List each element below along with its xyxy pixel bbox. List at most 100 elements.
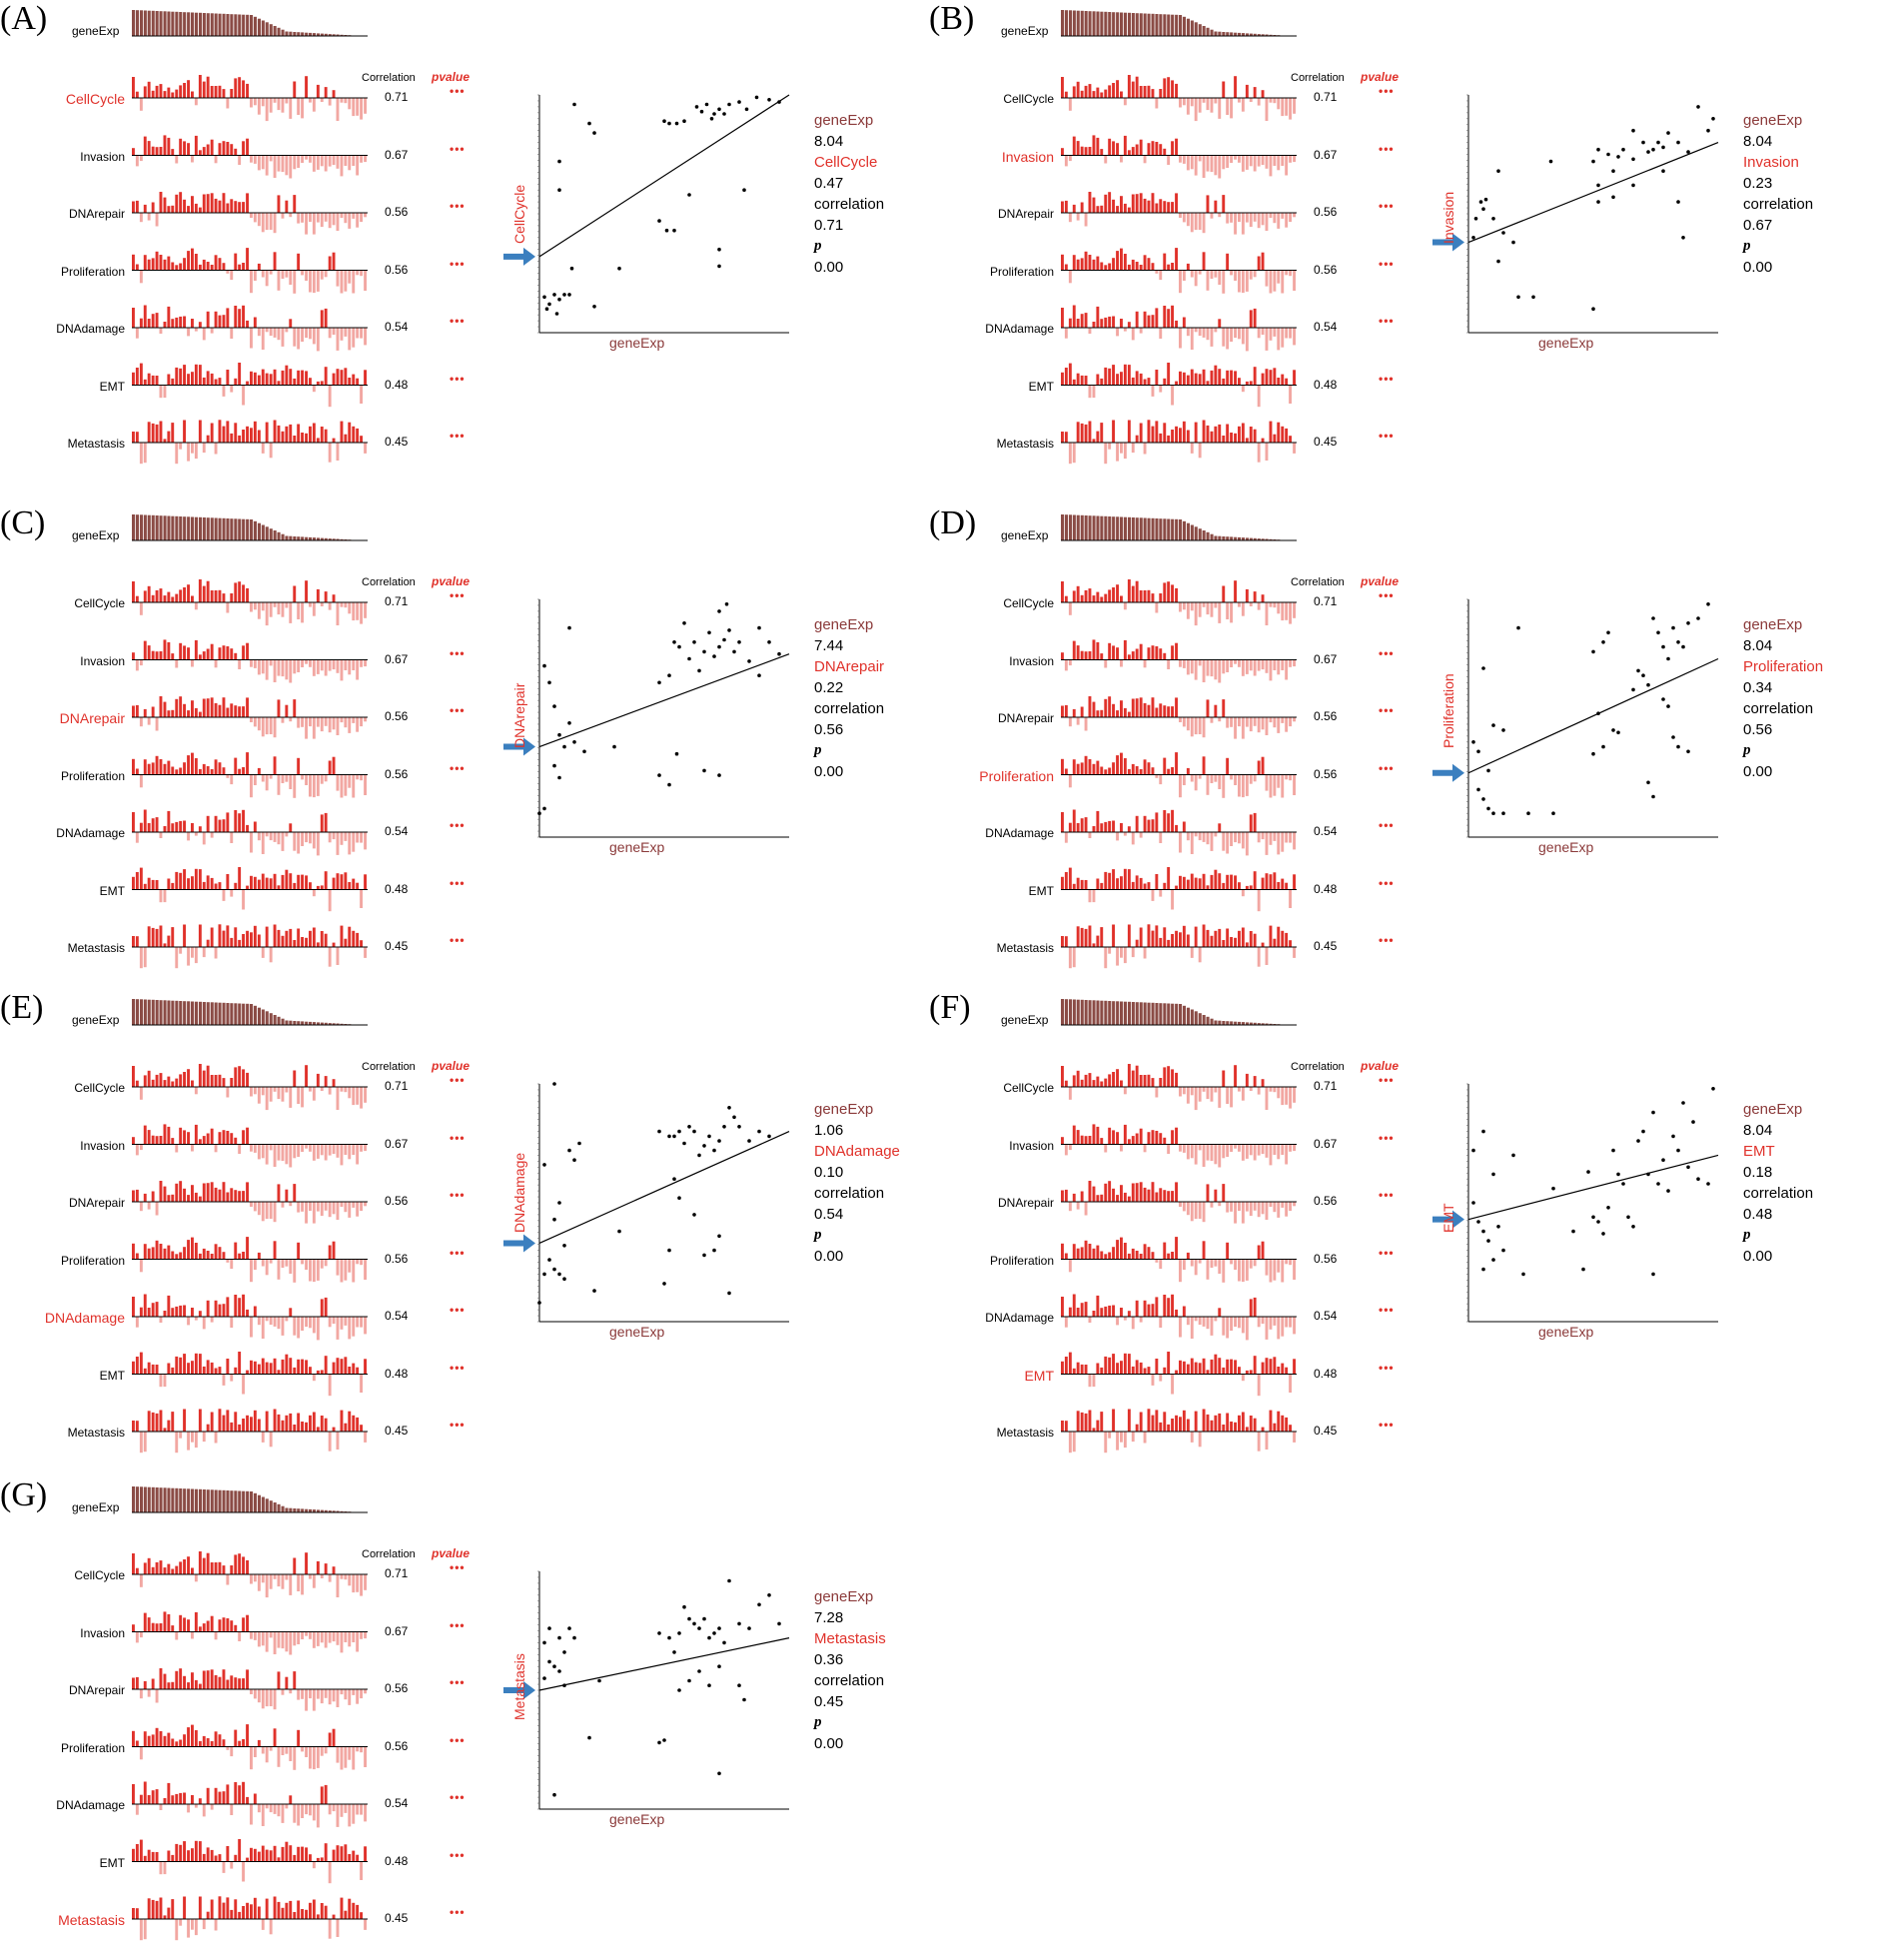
signature-bar: [1285, 98, 1289, 116]
signature-bar: [289, 602, 293, 623]
signature-bar: [1131, 881, 1135, 890]
signature-bar: [1084, 1202, 1088, 1216]
signature-bar: [155, 1852, 159, 1862]
signature-bar: [214, 1787, 218, 1804]
signature-bar: [1265, 774, 1269, 791]
scatter-point: [1591, 1215, 1595, 1220]
signature-bar: [1210, 774, 1214, 783]
signature-bar: [167, 1076, 171, 1087]
info-p-label: p: [814, 1714, 822, 1730]
signature-bar: [1088, 1374, 1092, 1388]
signature-bar: [1139, 139, 1143, 156]
signature-bar: [332, 1427, 336, 1432]
signature-bar: [1179, 371, 1182, 386]
gene-exp-bar: [1257, 538, 1261, 540]
signature-bar: [1064, 595, 1068, 602]
signature-bar: [1064, 1080, 1068, 1087]
signature-bar: [1127, 1139, 1131, 1145]
signature-bar: [238, 706, 242, 717]
signature-bar: [1222, 774, 1226, 798]
signature-bar: [171, 205, 175, 213]
signature-bar: [1190, 1087, 1194, 1096]
scatter-point: [592, 131, 596, 135]
signature-bar: [309, 1259, 312, 1282]
signature-bar: [159, 1073, 163, 1087]
signature-bar: [316, 588, 320, 602]
gene-exp-bar: [277, 531, 281, 540]
signature-bar: [1135, 698, 1139, 717]
signature-bar: [340, 1846, 344, 1862]
signature-bar: [328, 1631, 332, 1643]
scatter-plot: [503, 1570, 790, 1810]
signature-bar: [210, 1412, 214, 1432]
signature-bar: [316, 1073, 320, 1087]
signature-bar: [265, 1317, 269, 1322]
signature-bar: [171, 423, 175, 443]
signature-bar: [344, 1804, 348, 1813]
signature-bar: [348, 1854, 352, 1862]
signature-bar: [1179, 602, 1182, 612]
signature-bar: [1088, 1181, 1092, 1202]
signature-bar: [202, 1070, 206, 1087]
signature-bar: [250, 98, 253, 108]
signature-bar: [1198, 374, 1202, 386]
gene-exp-bar: [1253, 1022, 1257, 1025]
signature-bar: [1127, 207, 1131, 213]
signature-bar: [285, 1144, 289, 1165]
signature-bar: [183, 1188, 186, 1202]
signature-bar: [356, 1367, 360, 1375]
gene-exp-bar: [246, 14, 250, 37]
gene-exp-bar: [1076, 999, 1080, 1025]
signature-bar: [238, 1066, 242, 1087]
signature-bar: [1289, 774, 1292, 781]
signature-bar: [1198, 155, 1202, 162]
gene-exp-bar: [1088, 11, 1092, 36]
signature-bar: [1167, 706, 1171, 717]
signature-bar: [348, 1574, 352, 1586]
signature-bar: [1143, 198, 1147, 213]
panel-e: (E) geneExp Correlation pvalue CellCycle 0.71…: [0, 989, 900, 1459]
signature-bar: [226, 1131, 230, 1145]
signature-bar: [187, 1317, 190, 1326]
signature-bar: [1249, 931, 1253, 947]
gene-exp-bar: [1218, 1020, 1222, 1025]
signature-bar: [171, 149, 175, 156]
signature-bar: [320, 1416, 324, 1432]
signature-bar: [277, 929, 281, 947]
info-p-value: 0.00: [814, 763, 844, 780]
signature-bar: [155, 1240, 159, 1260]
signature-bar: [1123, 602, 1127, 610]
signature-bar: [1253, 213, 1257, 222]
signature-bar: [1171, 1191, 1174, 1202]
gene-exp-bar: [309, 1508, 313, 1512]
signature-bar: [143, 883, 147, 890]
signature-bar: [242, 1374, 245, 1395]
signature-bar: [1222, 195, 1226, 213]
signature-bar: [281, 370, 285, 386]
signature-bar: [147, 1362, 151, 1375]
signature-bar: [159, 1410, 163, 1432]
signature-bar: [1289, 889, 1292, 908]
signature-bar: [1277, 378, 1281, 386]
signature-bar: [1218, 1413, 1222, 1432]
signature-bar: [171, 653, 175, 660]
gene-exp-bar: [1120, 12, 1124, 36]
signature-bar: [214, 1562, 218, 1574]
signature-bar: [1151, 697, 1155, 717]
signature-bar: [1096, 306, 1100, 328]
signature-bar: [293, 940, 297, 947]
signature-bar: [277, 425, 281, 443]
correlation-value: 0.56: [1314, 205, 1338, 219]
signature-bar: [285, 1317, 289, 1322]
signature-bar: [226, 1784, 230, 1804]
signature-bar: [1273, 1423, 1277, 1432]
signature-bar: [1245, 270, 1249, 292]
signature-bar: [277, 195, 281, 213]
scatter-point: [1626, 1215, 1630, 1220]
signature-bar: [273, 1728, 277, 1747]
signature-bar: [1230, 328, 1233, 342]
pvalue-marker: •••: [1379, 1418, 1395, 1432]
signature-bar: [1202, 213, 1206, 234]
signature-bar: [1230, 270, 1233, 276]
signature-bar: [139, 1919, 143, 1941]
